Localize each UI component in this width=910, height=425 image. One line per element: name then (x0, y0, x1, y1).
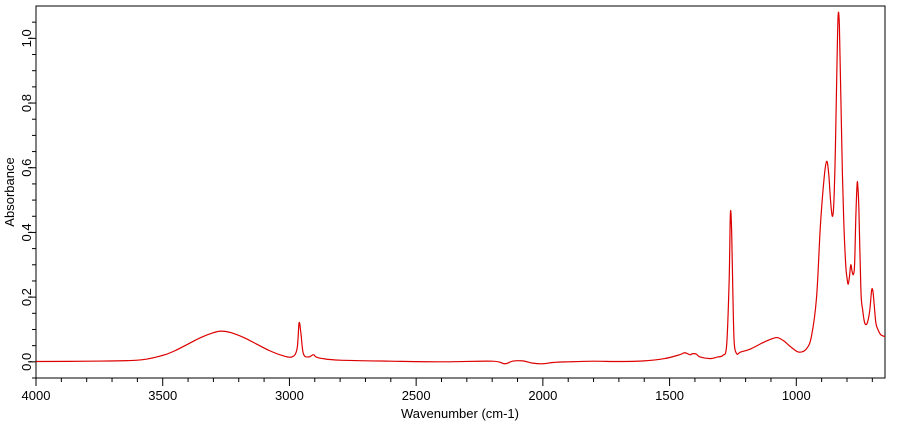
y-tick-label: 0,8 (19, 94, 34, 112)
x-axis-label: Wavenumber (cm-1) (401, 406, 519, 421)
plot-frame (35, 5, 886, 379)
y-tick-label: 0,0 (19, 353, 34, 371)
y-tick-label: 1,0 (19, 29, 34, 47)
x-axis-ticks: 4000 3500 3000 2500 2000 1500 1000 (22, 378, 873, 403)
y-axis-ticks: 0,0 0,2 0,4 0,6 0,8 1,0 (19, 21, 36, 379)
y-tick-label: 0,2 (19, 288, 34, 306)
x-tick-label: 2000 (528, 388, 557, 403)
spectrum-series-line (35, 11, 886, 365)
y-axis-label: Absorbance (2, 157, 17, 226)
x-tick-label: 2500 (402, 388, 431, 403)
y-tick-label: 0,4 (19, 223, 34, 241)
y-tick-label: 0,6 (19, 159, 34, 177)
x-tick-label: 4000 (22, 388, 51, 403)
x-tick-label: 1000 (782, 388, 811, 403)
x-tick-label: 3000 (275, 388, 304, 403)
x-tick-label: 1500 (655, 388, 684, 403)
x-tick-label: 3500 (148, 388, 177, 403)
